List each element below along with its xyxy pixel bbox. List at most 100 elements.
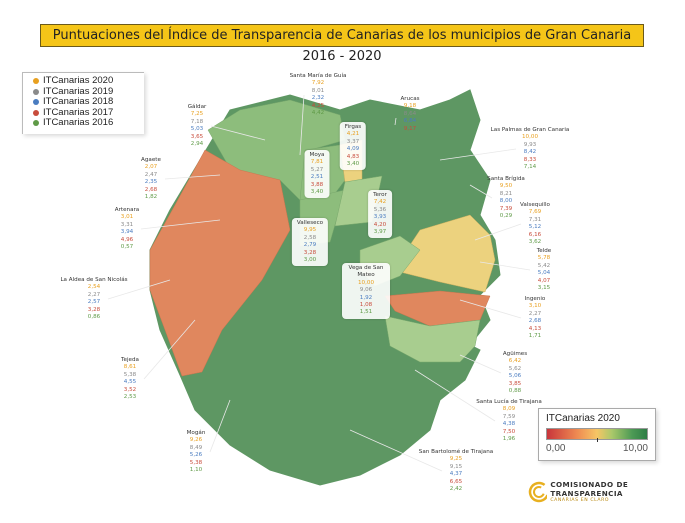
score-2017: 3,28	[87, 306, 101, 313]
municipality-label[interactable]: Santa Lucía de Tirajana 8,09 7,59 4,38 7,50 1…	[476, 399, 542, 443]
score-2018: 1,92	[359, 294, 373, 301]
leader-line	[439, 148, 517, 161]
score-2017: 3,28	[303, 249, 317, 256]
score-2016: 3,40	[310, 189, 324, 196]
legend-dot-icon	[33, 78, 39, 85]
municipality-label[interactable]: Valleseco 9,95 2,58 2,79 3,28 3,00	[291, 218, 329, 267]
score-2018: 4,37	[449, 471, 463, 478]
logo-subtitle: CANARIAS EN CLARO	[550, 498, 610, 503]
score-2016: 1,10	[189, 467, 203, 474]
score-2018: 8,42	[523, 149, 537, 156]
score-2017: 4,13	[528, 325, 542, 332]
score-2019: 8,49	[189, 444, 203, 451]
municipality-label[interactable]: Tejeda 8,61 5,38 4,55 3,52 2,53	[121, 357, 139, 401]
score-2019: 5,27	[310, 166, 324, 173]
municipality-name: Telde	[536, 248, 552, 254]
score-2020: 7,92	[311, 80, 325, 87]
score-2020: 10,00	[357, 279, 374, 286]
score-2017: 7,39	[499, 205, 513, 212]
legend-label: ITCanarias 2020	[43, 75, 114, 86]
municipality-label[interactable]: La Aldea de San Nicolás 2,54 2,27 2,57 3,28 0…	[60, 277, 127, 321]
legend-item[interactable]: ITCanarias 2020	[33, 75, 144, 87]
score-2017: 3,52	[123, 386, 137, 393]
municipality-label[interactable]: Teror 7,42 5,36 3,93 4,20 3,97	[368, 190, 392, 239]
municipality-label[interactable]: Las Palmas de Gran Canaria 10,00 9,93 8,42 8…	[491, 127, 570, 171]
municipality-name: Valsequillo	[520, 202, 550, 208]
score-2016: 2,94	[190, 141, 204, 148]
score-2020: 8,61	[123, 364, 137, 371]
municipality-name: Vega de San Mateo	[348, 265, 384, 279]
score-2020: 7,81	[310, 159, 324, 166]
color-scale-title: ITCanarias 2020	[546, 413, 620, 424]
legend-item[interactable]: ITCanarias 2016	[33, 117, 144, 129]
region-west-orange[interactable]	[149, 149, 291, 377]
municipality-label[interactable]: Vega de San Mateo 10,00 9,06 1,92 1,08 1,51	[342, 263, 390, 319]
municipality-label[interactable]: Moya 7,81 5,27 2,51 3,88 3,40	[304, 150, 330, 199]
score-2018: 2,68	[528, 318, 542, 325]
score-2016: 7,14	[523, 164, 537, 171]
leader-line	[299, 94, 305, 156]
legend-label: ITCanarias 2017	[43, 106, 114, 118]
score-2020: 9,95	[303, 227, 317, 234]
score-2016: 0,29	[499, 213, 513, 220]
score-2017: 5,38	[189, 459, 203, 466]
score-2020: 4,21	[346, 131, 360, 138]
score-2018: 2,79	[303, 242, 317, 249]
color-scale-max: 10,00	[622, 443, 648, 454]
leader-line	[164, 174, 221, 180]
score-2016: 3,15	[537, 285, 551, 292]
municipality-label[interactable]: Ingenio 3,10 2,27 2,68 4,13 1,71	[525, 296, 546, 340]
score-2019: 9,93	[523, 141, 537, 148]
legend-label: ITCanarias 2019	[43, 85, 114, 97]
legend-item[interactable]: ITCanarias 2017	[33, 106, 144, 119]
municipality-label[interactable]: Valsequillo 7,69 7,31 5,12 6,16 3,62	[520, 202, 550, 246]
leader-line	[459, 299, 522, 319]
municipality-label[interactable]: Agaete 2,07 2,47 2,35 2,68 1,82	[141, 157, 161, 201]
score-2018: 2,32	[311, 95, 325, 102]
municipality-name: Artenara	[114, 207, 140, 213]
score-2019: 2,27	[87, 291, 101, 298]
score-2019: 2,27	[528, 310, 542, 317]
municipality-label[interactable]: Arucas 9,18 8,64 6,84 9,17	[400, 96, 419, 133]
score-2019: 7,59	[502, 413, 516, 420]
municipality-label[interactable]: Firgas 4,21 3,37 4,09 4,83 3,40	[339, 122, 367, 171]
municipality-label[interactable]: Santa Brígida 9,50 8,21 8,00 7,39 0,29	[487, 176, 525, 220]
score-2018: 4,55	[123, 379, 137, 386]
legend-item[interactable]: ITCanarias 2018	[33, 96, 144, 108]
score-2017: 4,83	[346, 153, 360, 160]
leader-line	[474, 223, 522, 241]
score-2020: 7,42	[373, 199, 387, 206]
municipality-label[interactable]: Mogán 9,26 8,49 5,26 5,38 1,10	[187, 430, 206, 474]
score-2017: 9,17	[403, 125, 417, 132]
score-2019: 5,42	[537, 262, 551, 269]
municipality-label[interactable]: Telde 5,78 5,42 5,04 4,07 3,15	[537, 248, 551, 292]
legend-label: ITCanarias 2018	[43, 96, 114, 107]
score-2018: 2,51	[310, 174, 324, 181]
municipality-name: Santa Lucía de Tirajana	[476, 399, 542, 405]
leader-line	[469, 184, 493, 199]
score-2016: 0,88	[508, 388, 522, 395]
municipality-label[interactable]: San Bartolomé de Tirajana 9,25 9,15 4,37 6,6…	[419, 449, 493, 493]
score-2019: 8,21	[499, 190, 513, 197]
municipality-label[interactable]: Artenara 3,01 3,31 3,94 4,96 0,57	[115, 207, 139, 251]
score-2016: 2,53	[123, 394, 137, 401]
municipality-name: Mogán	[186, 430, 206, 436]
municipality-label[interactable]: Santa María de Guía 7,92 8,01 2,32 4,25 4,42	[290, 73, 347, 117]
score-2017: 4,96	[120, 236, 134, 243]
municipality-name: Gáldar	[187, 104, 207, 110]
municipality-label[interactable]: Agüimes 6,42 5,62 5,06 3,85 0,88	[503, 351, 527, 395]
score-2020: 9,26	[189, 437, 203, 444]
municipality-label[interactable]: Gáldar 7,25 7,18 5,03 3,65 2,94	[188, 104, 207, 148]
leader-line	[210, 125, 266, 141]
score-2020: 9,25	[449, 456, 463, 463]
leader-line	[143, 319, 196, 380]
municipality-name: Ingenio	[524, 296, 546, 302]
leader-line	[479, 261, 531, 271]
score-2018: 5,04	[537, 270, 551, 277]
municipality-name: Teror	[373, 192, 387, 198]
score-2019: 2,47	[144, 171, 158, 178]
legend-item[interactable]: ITCanarias 2019	[33, 85, 144, 98]
score-2017: 7,50	[502, 428, 516, 435]
region-aguimes[interactable]	[384, 315, 481, 363]
legend-label: ITCanarias 2016	[43, 117, 114, 128]
